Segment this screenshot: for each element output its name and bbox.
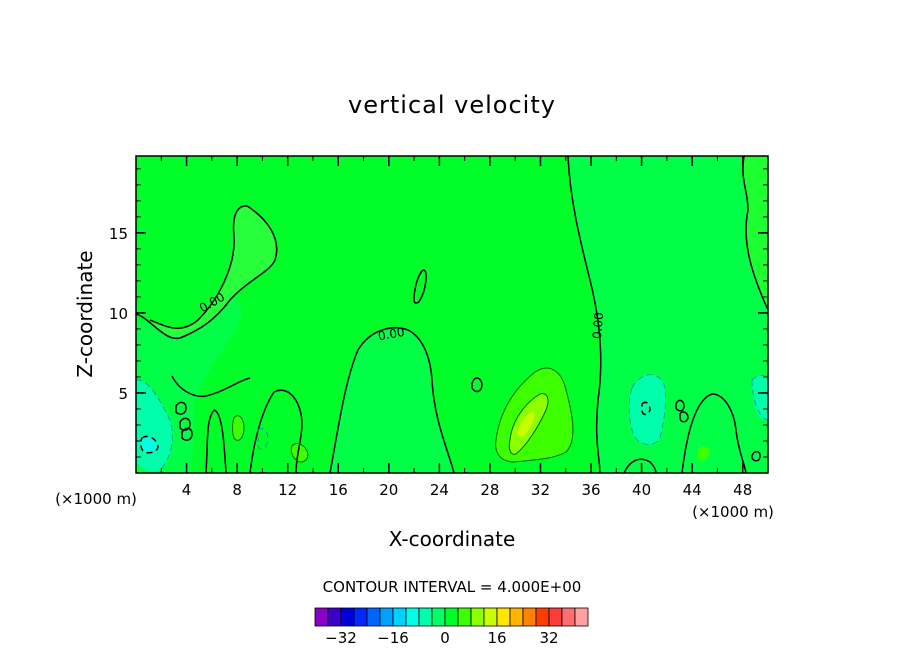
x-tick-label: 12 xyxy=(278,481,297,499)
field-positive-4-8-small2 xyxy=(232,415,244,441)
contour-field: 0.00 0.00 0.00 xyxy=(136,156,768,473)
positive-contours xyxy=(232,367,574,463)
field-negative-right xyxy=(629,374,666,445)
x-tick-label: 4 xyxy=(182,481,192,499)
colorbar-swatch xyxy=(327,607,342,627)
field-positive-4-8-small xyxy=(291,443,308,462)
field-positive-4-8-small3 xyxy=(698,446,710,461)
x-tick-label: 44 xyxy=(683,481,702,499)
colorbar-swatch xyxy=(379,607,394,627)
colorbar-swatch xyxy=(561,607,576,627)
colorbar-swatch xyxy=(444,607,459,627)
contour-label: 0.00 xyxy=(377,325,406,343)
colorbar-tick-label: −16 xyxy=(377,629,409,647)
colorbar-swatch xyxy=(418,607,433,627)
contour-label: 0.00 xyxy=(590,312,606,340)
colorbar-swatch xyxy=(548,607,563,627)
field-band-upper-right xyxy=(742,156,768,310)
colorbar-swatch xyxy=(392,607,407,627)
x-tick-label: 32 xyxy=(531,481,550,499)
colorbar-swatch xyxy=(366,607,381,627)
y-tick-label: 15 xyxy=(109,225,128,243)
x-tick-label: 36 xyxy=(581,481,600,499)
colorbar-swatch xyxy=(470,607,485,627)
colorbar-swatch xyxy=(483,607,498,627)
field-positive-12plus xyxy=(517,411,535,437)
y-tick-label: 5 xyxy=(118,385,128,403)
field-negative-left-core xyxy=(140,436,158,453)
chart-title: vertical velocity xyxy=(348,91,556,119)
x-tick-label: 40 xyxy=(632,481,651,499)
x-axis-label: X-coordinate xyxy=(389,527,516,551)
colorbar: −32 −16 0 16 32 xyxy=(314,607,589,647)
x-tick-label: 8 xyxy=(232,481,242,499)
x-unit-left: (×1000 m) xyxy=(55,490,137,508)
colorbar-tick-label: 32 xyxy=(539,629,558,647)
x-tick-label: 48 xyxy=(733,481,752,499)
y-axis-label: Z-coordinate xyxy=(73,250,97,377)
colorbar-tick-label: 16 xyxy=(487,629,506,647)
x-tick-label: 28 xyxy=(480,481,499,499)
colorbar-swatch xyxy=(353,607,368,627)
plot-frame xyxy=(135,155,769,474)
zero-contours xyxy=(136,156,768,473)
colorbar-swatch xyxy=(509,607,524,627)
x-tick-label: 20 xyxy=(379,481,398,499)
x-unit-right: (×1000 m) xyxy=(692,503,774,521)
colorbar-swatch xyxy=(535,607,550,627)
colorbar-swatch xyxy=(431,607,446,627)
negative-contours xyxy=(136,374,768,471)
field-band-center xyxy=(330,327,454,473)
colorbar-swatch xyxy=(522,607,537,627)
y-tick-label: 10 xyxy=(109,305,128,323)
colorbar-swatch xyxy=(314,607,329,627)
colorbar-tick-label: 0 xyxy=(440,629,450,647)
colorbar-swatch xyxy=(340,607,355,627)
contour-interval-text: CONTOUR INTERVAL = 4.000E+00 xyxy=(323,578,582,596)
colorbar-swatch xyxy=(457,607,472,627)
field-band-near-zero xyxy=(136,205,277,339)
colorbar-swatch xyxy=(496,607,511,627)
colorbar-swatch xyxy=(405,607,420,627)
x-tick-label: 24 xyxy=(430,481,449,499)
colorbar-swatch xyxy=(574,607,589,627)
colorbar-tick-label: −32 xyxy=(325,629,357,647)
x-tick-label: 16 xyxy=(329,481,348,499)
field-band-right xyxy=(568,156,768,473)
